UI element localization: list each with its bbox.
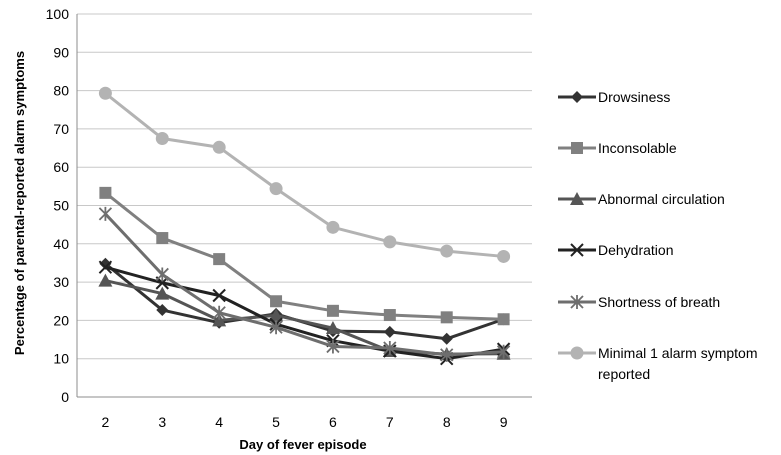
diamond-marker bbox=[440, 332, 453, 345]
y-tick-label: 0 bbox=[61, 389, 69, 405]
star-marker bbox=[155, 267, 169, 282]
x-tick-label: 7 bbox=[386, 414, 394, 430]
x-tick-labels: 2 3 4 5 6 7 8 9 bbox=[102, 414, 508, 430]
legend-item: Minimal 1 alarm symptom reported bbox=[558, 345, 757, 382]
circle-marker bbox=[497, 249, 511, 263]
legend-item: Drowsiness bbox=[558, 89, 670, 105]
legend-item: Shortness of breath bbox=[558, 294, 720, 310]
circle-marker bbox=[383, 235, 397, 249]
circle-marker bbox=[155, 131, 169, 145]
y-tick-label: 100 bbox=[46, 6, 70, 22]
circle-marker bbox=[98, 86, 112, 100]
square-marker bbox=[571, 142, 583, 154]
y-axis-title: Percentage of parental-reported alarm sy… bbox=[12, 51, 27, 355]
legend-label: Abnormal circulation bbox=[598, 191, 725, 207]
legend-label: Inconsolable bbox=[598, 140, 677, 156]
circle-marker bbox=[440, 244, 454, 258]
x-tick-label: 9 bbox=[500, 414, 508, 430]
circle-marker bbox=[570, 346, 584, 360]
triangle-marker bbox=[98, 273, 113, 287]
circle-marker bbox=[326, 220, 340, 234]
series-line bbox=[104, 92, 504, 258]
series-shortness-of-breath bbox=[98, 206, 511, 362]
square-marker bbox=[497, 313, 510, 326]
circle-marker bbox=[212, 140, 226, 154]
triangle-marker bbox=[212, 313, 227, 327]
legend-item: Inconsolable bbox=[558, 140, 677, 156]
legend-label: Drowsiness bbox=[598, 89, 670, 105]
legend-item: Dehydration bbox=[558, 242, 674, 258]
star-marker bbox=[440, 347, 454, 362]
series-minimal-1-alarm-symptom-reported bbox=[98, 86, 511, 263]
x-tick-label: 8 bbox=[443, 414, 451, 430]
square-marker bbox=[99, 186, 112, 199]
series-line bbox=[104, 212, 504, 357]
diamond-marker bbox=[156, 304, 169, 317]
triangle-marker bbox=[570, 192, 584, 205]
triangle-marker bbox=[269, 308, 284, 322]
square-marker bbox=[440, 311, 453, 324]
y-tick-label: 70 bbox=[53, 121, 69, 137]
series-line bbox=[105, 265, 504, 361]
y-tick-label: 60 bbox=[53, 159, 69, 175]
y-tick-label: 10 bbox=[53, 351, 69, 367]
legend-label: Dehydration bbox=[598, 242, 674, 258]
x-tick-label: 5 bbox=[272, 414, 280, 430]
y-tick-labels: 0 10 20 30 40 50 60 70 80 90 100 bbox=[46, 6, 70, 405]
square-marker bbox=[270, 295, 283, 308]
x-tick-label: 3 bbox=[158, 414, 166, 430]
square-marker bbox=[213, 253, 226, 266]
star-marker bbox=[212, 305, 226, 320]
square-marker bbox=[326, 304, 339, 317]
x-tick-label: 2 bbox=[102, 414, 110, 430]
x-tick-label: 6 bbox=[329, 414, 337, 430]
star-marker bbox=[496, 344, 511, 359]
triangle-marker bbox=[325, 321, 340, 335]
y-tick-label: 40 bbox=[53, 236, 69, 252]
y-tick-label: 80 bbox=[53, 83, 69, 99]
x-marker bbox=[212, 288, 226, 303]
x-tick-label: 4 bbox=[215, 414, 223, 430]
series-group bbox=[98, 86, 511, 366]
x-marker bbox=[98, 260, 113, 274]
y-tick-label: 50 bbox=[53, 198, 69, 214]
legend-label: Minimal 1 alarm symptom reported bbox=[598, 345, 757, 382]
star-marker bbox=[570, 295, 584, 309]
series-inconsolable bbox=[99, 186, 510, 326]
star-marker bbox=[98, 206, 113, 221]
triangle-marker bbox=[155, 286, 170, 300]
legend-item: Abnormal circulation bbox=[558, 191, 725, 207]
legend-label: Shortness of breath bbox=[598, 294, 720, 310]
diamond-marker bbox=[571, 91, 583, 103]
diamond-marker bbox=[383, 325, 396, 338]
gridlines bbox=[76, 13, 532, 398]
star-marker bbox=[269, 320, 283, 335]
square-marker bbox=[383, 309, 396, 322]
star-marker bbox=[326, 339, 340, 354]
x-axis-title: Day of fever episode bbox=[239, 437, 366, 452]
y-tick-label: 30 bbox=[53, 274, 69, 290]
star-marker bbox=[383, 340, 397, 355]
square-marker bbox=[156, 232, 169, 245]
legend: Drowsiness Inconsolable Abnormal circulati… bbox=[558, 89, 757, 382]
series-line bbox=[104, 191, 504, 321]
x-marker bbox=[570, 243, 584, 257]
circle-marker bbox=[269, 182, 283, 196]
y-tick-label: 20 bbox=[53, 312, 69, 328]
y-tick-label: 90 bbox=[53, 44, 69, 60]
